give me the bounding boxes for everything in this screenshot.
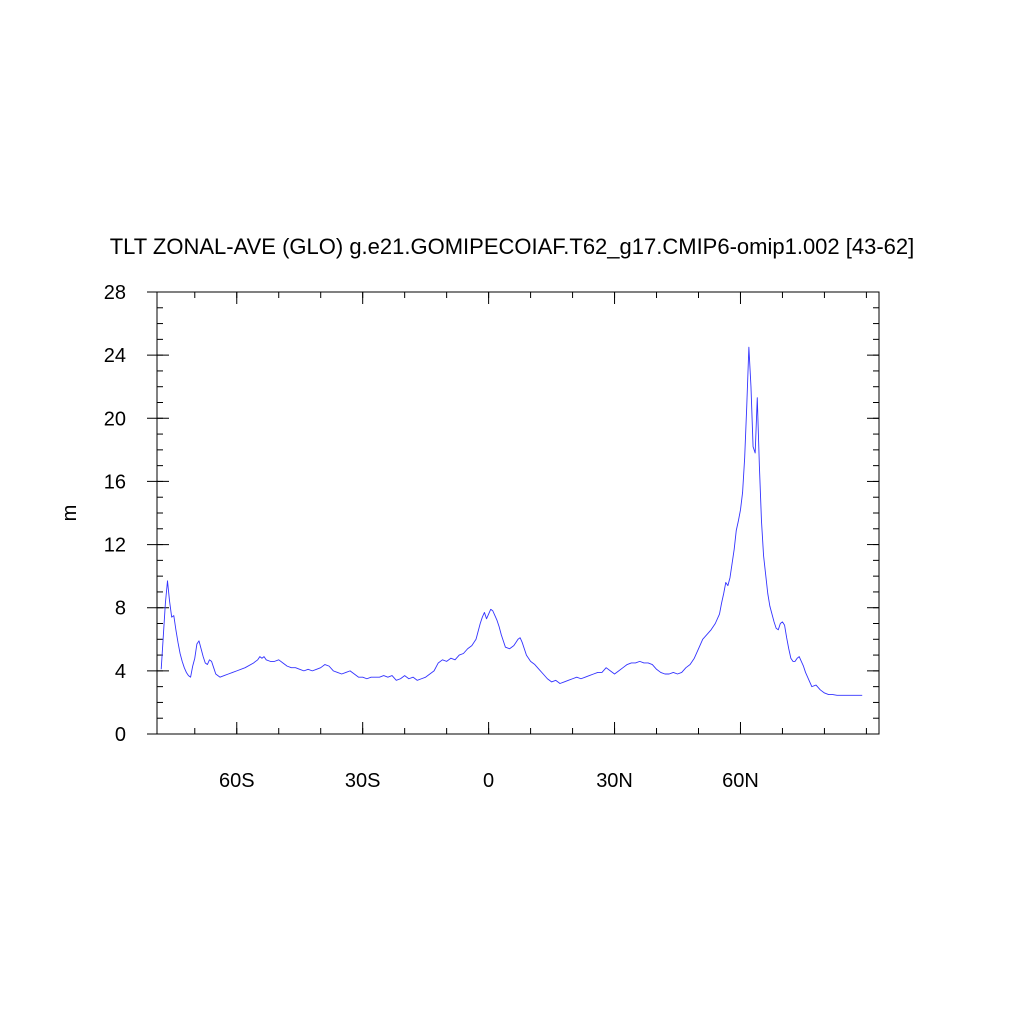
- y-axis-label: m: [59, 505, 81, 522]
- y-tick-labels: 0 4 8 12 16 20 24 28: [104, 282, 126, 746]
- x-tick-label: 30N: [596, 770, 633, 792]
- y-tick-label: 20: [104, 408, 126, 430]
- y-tick-label: 12: [104, 535, 126, 557]
- y-tick-label: 16: [104, 471, 126, 493]
- y-tick-label: 0: [115, 724, 126, 746]
- x-tick-labels: 60S 30S 0 30N 60N: [219, 770, 759, 792]
- x-tick-label: 30S: [345, 770, 381, 792]
- x-tick-label: 60N: [722, 770, 759, 792]
- x-tick-label: 60S: [219, 770, 255, 792]
- y-tick-label: 28: [104, 282, 126, 304]
- series-line: [160, 346, 863, 696]
- series-group: [160, 346, 863, 696]
- y-tick-label: 24: [104, 345, 126, 367]
- y-tick-label: 4: [115, 661, 126, 683]
- y-tick-label: 8: [115, 598, 126, 620]
- chart-title: TLT ZONAL-AVE (GLO) g.e21.GOMIPECOIAF.T6…: [110, 234, 915, 259]
- x-tick-label: 0: [483, 770, 494, 792]
